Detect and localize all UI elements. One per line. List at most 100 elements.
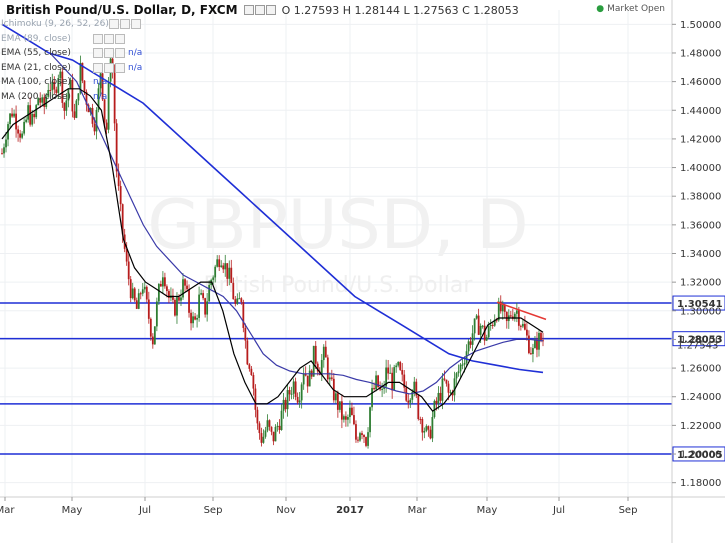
visibility-toggle-icon[interactable] [243, 5, 254, 15]
candle-body [481, 325, 484, 327]
settings-icon[interactable] [104, 33, 114, 44]
candle-body [264, 430, 267, 437]
candle-body [308, 370, 311, 387]
candle-body [63, 102, 66, 111]
close-icon[interactable] [130, 19, 141, 30]
candle-body [129, 279, 132, 299]
indicator-controls[interactable] [108, 19, 141, 30]
indicator-row[interactable]: EMA (21, close) n/a [1, 61, 144, 76]
candle-body [272, 431, 275, 442]
chart-header: British Pound/U.S. Dollar, D, FXCM O 1.2… [0, 2, 519, 18]
candle-body [214, 266, 217, 278]
close-icon[interactable] [115, 48, 125, 59]
candle-body [467, 341, 470, 352]
settings-icon[interactable] [104, 48, 114, 59]
candle-body [204, 298, 207, 315]
price-tick-label: 1.30000 [680, 306, 721, 317]
candle-body [513, 313, 516, 319]
candle-body [312, 345, 315, 377]
candle-body [190, 312, 192, 324]
settings-icon[interactable] [254, 5, 265, 15]
eye-icon[interactable] [93, 48, 103, 59]
candle-body [282, 399, 285, 411]
indicator-row[interactable]: Ichimoku (9, 26, 52, 26) [1, 17, 144, 32]
candle-body [534, 339, 536, 349]
close-icon[interactable] [115, 33, 125, 44]
candle-body [43, 97, 46, 107]
candle-body [276, 425, 279, 427]
candle-body [437, 392, 440, 404]
candle-body [113, 72, 116, 124]
indicator-value: n/a [128, 48, 143, 59]
candle-body [403, 374, 406, 388]
candle-body [252, 375, 255, 389]
candle-body [326, 357, 329, 380]
time-tick-label: Mar [0, 505, 15, 516]
candle-body [182, 279, 184, 298]
candle-body [85, 91, 88, 105]
time-tick-label: Jul [138, 505, 151, 516]
price-axis[interactable]: 1.50000 1.48000 1.46000 1.44000 1.42000 1.400… [671, 0, 721, 543]
candle-body [19, 133, 22, 138]
candle-body [515, 310, 518, 314]
candle-body [342, 416, 345, 420]
candle-body [178, 297, 180, 301]
candle-body [304, 373, 307, 376]
candle-body [505, 311, 508, 322]
candle-body [447, 383, 450, 393]
indicator-row[interactable]: MA (100, close) n/a [1, 75, 144, 90]
candle-body [69, 79, 72, 90]
symbol-title[interactable]: British Pound/U.S. Dollar, D, FXCM [6, 3, 238, 17]
close-icon[interactable] [115, 62, 125, 73]
settings-icon[interactable] [119, 19, 130, 30]
candle-body [445, 379, 448, 384]
candle-body [238, 298, 241, 300]
settings-icon[interactable] [104, 62, 114, 73]
candle-body [421, 419, 424, 433]
candle-body [347, 417, 349, 420]
candle-body [493, 319, 496, 326]
candle-body [413, 381, 416, 392]
candle-body [61, 71, 64, 103]
candle-body [296, 396, 299, 403]
indicator-row[interactable]: EMA (55, close) n/a [1, 46, 144, 61]
candle-body [218, 259, 221, 268]
candle-body [107, 81, 110, 130]
candle-body [349, 407, 351, 418]
candle-body [290, 393, 293, 395]
eye-icon[interactable] [108, 19, 119, 30]
candle-body [3, 147, 5, 154]
candle-body [234, 299, 237, 304]
candle-body [383, 386, 386, 389]
time-axis[interactable]: Mar May Jul Sep Nov 2017 Mar May Jul Sep [0, 496, 725, 516]
ma200-line [1, 23, 544, 374]
indicator-controls[interactable] [93, 48, 125, 59]
candle-body [453, 378, 456, 396]
candle-body [33, 114, 36, 118]
trendline[interactable] [496, 301, 547, 321]
indicator-controls[interactable] [93, 62, 125, 73]
price-tick-label: 1.36000 [680, 220, 721, 231]
candle-body [375, 375, 377, 390]
candle-body [194, 316, 196, 320]
indicator-controls[interactable] [93, 33, 125, 44]
indicator-row[interactable]: EMA (89, close) [1, 32, 144, 47]
horizontal-levels[interactable]: 1.30541 1.28053 1.20005 1.27543 [0, 295, 725, 462]
candle-body [21, 133, 24, 138]
candle-body [449, 392, 452, 394]
eye-icon[interactable] [93, 33, 103, 44]
candle-body [248, 364, 251, 369]
candle-body [95, 110, 98, 132]
eye-icon[interactable] [93, 62, 103, 73]
candle-body [381, 388, 384, 390]
indicator-name: MA (100, close) [1, 77, 71, 88]
close-icon[interactable] [265, 5, 276, 15]
candle-body [369, 407, 371, 433]
time-tick-label: May [62, 505, 83, 516]
price-tick-label: 1.32000 [680, 278, 721, 289]
candle-body [298, 400, 301, 403]
candle-body [365, 437, 367, 446]
indicator-row[interactable]: MA (200, close) n/a [1, 90, 144, 105]
candle-body [441, 378, 444, 401]
